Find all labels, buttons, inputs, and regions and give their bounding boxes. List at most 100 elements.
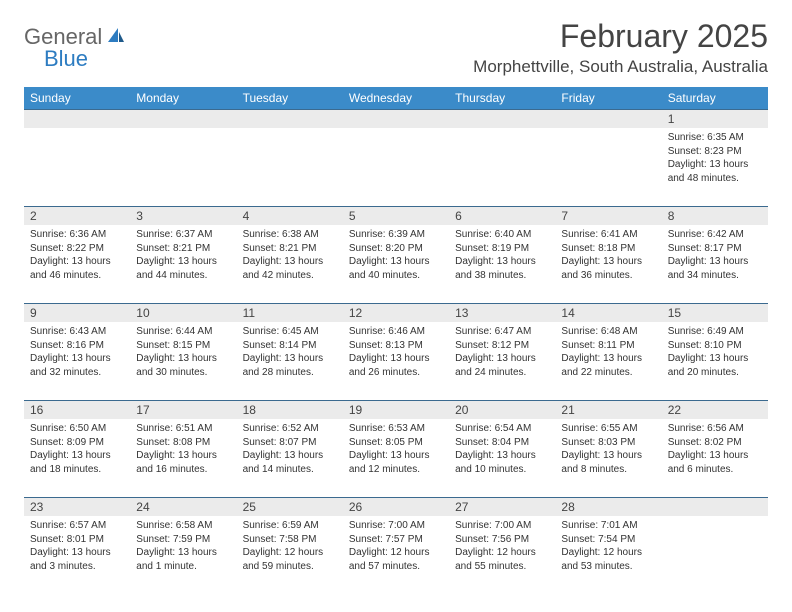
day-number: 7: [555, 207, 661, 225]
day-details: Sunrise: 6:36 AMSunset: 8:22 PMDaylight:…: [24, 225, 130, 286]
day-details: Sunrise: 6:39 AMSunset: 8:20 PMDaylight:…: [343, 225, 449, 286]
day-cell: [343, 128, 449, 206]
day-details: Sunrise: 6:47 AMSunset: 8:12 PMDaylight:…: [449, 322, 555, 383]
day-cell: Sunrise: 6:46 AMSunset: 8:13 PMDaylight:…: [343, 322, 449, 400]
daylight-text: Daylight: 13 hours and 42 minutes.: [243, 255, 337, 282]
day-number: 20: [449, 401, 555, 419]
day-details: Sunrise: 7:01 AMSunset: 7:54 PMDaylight:…: [555, 516, 661, 577]
day-number: [449, 110, 555, 128]
weekday-header: Thursday: [449, 87, 555, 109]
day-number: 24: [130, 498, 236, 516]
day-cell: Sunrise: 6:55 AMSunset: 8:03 PMDaylight:…: [555, 419, 661, 497]
day-details: Sunrise: 6:37 AMSunset: 8:21 PMDaylight:…: [130, 225, 236, 286]
day-cell: Sunrise: 6:48 AMSunset: 8:11 PMDaylight:…: [555, 322, 661, 400]
day-details: Sunrise: 6:57 AMSunset: 8:01 PMDaylight:…: [24, 516, 130, 577]
sunset-text: Sunset: 8:21 PM: [136, 242, 230, 256]
weekday-header: Tuesday: [237, 87, 343, 109]
calendar: Sunday Monday Tuesday Wednesday Thursday…: [24, 87, 768, 594]
day-cell: Sunrise: 6:45 AMSunset: 8:14 PMDaylight:…: [237, 322, 343, 400]
logo-sail-icon: [106, 24, 126, 50]
day-number-row: 1: [24, 110, 768, 128]
day-cell: Sunrise: 6:43 AMSunset: 8:16 PMDaylight:…: [24, 322, 130, 400]
daylight-text: Daylight: 12 hours and 53 minutes.: [561, 546, 655, 573]
day-cell: Sunrise: 6:58 AMSunset: 7:59 PMDaylight:…: [130, 516, 236, 594]
day-number: 19: [343, 401, 449, 419]
month-title: February 2025: [473, 18, 768, 55]
day-details: Sunrise: 6:56 AMSunset: 8:02 PMDaylight:…: [662, 419, 768, 480]
day-number: 18: [237, 401, 343, 419]
sunset-text: Sunset: 8:13 PM: [349, 339, 443, 353]
sunrise-text: Sunrise: 6:50 AM: [30, 422, 124, 436]
day-details: Sunrise: 6:52 AMSunset: 8:07 PMDaylight:…: [237, 419, 343, 480]
sunrise-text: Sunrise: 6:55 AM: [561, 422, 655, 436]
day-details: Sunrise: 6:45 AMSunset: 8:14 PMDaylight:…: [237, 322, 343, 383]
sunrise-text: Sunrise: 6:47 AM: [455, 325, 549, 339]
day-cell: Sunrise: 6:44 AMSunset: 8:15 PMDaylight:…: [130, 322, 236, 400]
daylight-text: Daylight: 13 hours and 26 minutes.: [349, 352, 443, 379]
day-number: 16: [24, 401, 130, 419]
day-number-row: 9101112131415: [24, 304, 768, 322]
day-cell: Sunrise: 7:00 AMSunset: 7:57 PMDaylight:…: [343, 516, 449, 594]
daylight-text: Daylight: 13 hours and 16 minutes.: [136, 449, 230, 476]
day-details: Sunrise: 6:50 AMSunset: 8:09 PMDaylight:…: [24, 419, 130, 480]
day-number: 3: [130, 207, 236, 225]
sunset-text: Sunset: 8:11 PM: [561, 339, 655, 353]
sunset-text: Sunset: 8:09 PM: [30, 436, 124, 450]
sunrise-text: Sunrise: 6:58 AM: [136, 519, 230, 533]
day-details: Sunrise: 6:42 AMSunset: 8:17 PMDaylight:…: [662, 225, 768, 286]
sunrise-text: Sunrise: 6:36 AM: [30, 228, 124, 242]
sunset-text: Sunset: 8:03 PM: [561, 436, 655, 450]
sunset-text: Sunset: 7:57 PM: [349, 533, 443, 547]
sunset-text: Sunset: 7:59 PM: [136, 533, 230, 547]
day-cell: Sunrise: 7:01 AMSunset: 7:54 PMDaylight:…: [555, 516, 661, 594]
sunrise-text: Sunrise: 6:48 AM: [561, 325, 655, 339]
sunset-text: Sunset: 8:15 PM: [136, 339, 230, 353]
sunrise-text: Sunrise: 6:38 AM: [243, 228, 337, 242]
daylight-text: Daylight: 12 hours and 59 minutes.: [243, 546, 337, 573]
day-details: Sunrise: 6:49 AMSunset: 8:10 PMDaylight:…: [662, 322, 768, 383]
sunset-text: Sunset: 7:54 PM: [561, 533, 655, 547]
daylight-text: Daylight: 13 hours and 14 minutes.: [243, 449, 337, 476]
sunset-text: Sunset: 8:20 PM: [349, 242, 443, 256]
week-body-row: Sunrise: 6:35 AMSunset: 8:23 PMDaylight:…: [24, 128, 768, 206]
day-number: 12: [343, 304, 449, 322]
day-number: 22: [662, 401, 768, 419]
day-details: Sunrise: 6:41 AMSunset: 8:18 PMDaylight:…: [555, 225, 661, 286]
day-details: Sunrise: 6:40 AMSunset: 8:19 PMDaylight:…: [449, 225, 555, 286]
sunset-text: Sunset: 8:04 PM: [455, 436, 549, 450]
daylight-text: Daylight: 13 hours and 8 minutes.: [561, 449, 655, 476]
week-body-row: Sunrise: 6:57 AMSunset: 8:01 PMDaylight:…: [24, 516, 768, 594]
sunrise-text: Sunrise: 6:56 AM: [668, 422, 762, 436]
sunset-text: Sunset: 8:19 PM: [455, 242, 549, 256]
sunset-text: Sunset: 8:08 PM: [136, 436, 230, 450]
day-cell: Sunrise: 6:50 AMSunset: 8:09 PMDaylight:…: [24, 419, 130, 497]
day-cell: Sunrise: 6:49 AMSunset: 8:10 PMDaylight:…: [662, 322, 768, 400]
day-details: Sunrise: 6:55 AMSunset: 8:03 PMDaylight:…: [555, 419, 661, 480]
daylight-text: Daylight: 12 hours and 55 minutes.: [455, 546, 549, 573]
day-number-row: 232425262728: [24, 498, 768, 516]
day-cell: Sunrise: 6:53 AMSunset: 8:05 PMDaylight:…: [343, 419, 449, 497]
day-details: Sunrise: 6:48 AMSunset: 8:11 PMDaylight:…: [555, 322, 661, 383]
sunrise-text: Sunrise: 6:53 AM: [349, 422, 443, 436]
daylight-text: Daylight: 13 hours and 6 minutes.: [668, 449, 762, 476]
day-number: 23: [24, 498, 130, 516]
sunset-text: Sunset: 8:18 PM: [561, 242, 655, 256]
day-cell: Sunrise: 6:59 AMSunset: 7:58 PMDaylight:…: [237, 516, 343, 594]
day-cell: Sunrise: 6:54 AMSunset: 8:04 PMDaylight:…: [449, 419, 555, 497]
day-cell: Sunrise: 6:41 AMSunset: 8:18 PMDaylight:…: [555, 225, 661, 303]
day-cell: Sunrise: 6:37 AMSunset: 8:21 PMDaylight:…: [130, 225, 236, 303]
day-details: Sunrise: 7:00 AMSunset: 7:56 PMDaylight:…: [449, 516, 555, 577]
sunrise-text: Sunrise: 7:01 AM: [561, 519, 655, 533]
day-cell: Sunrise: 6:47 AMSunset: 8:12 PMDaylight:…: [449, 322, 555, 400]
day-number: 17: [130, 401, 236, 419]
sunset-text: Sunset: 8:16 PM: [30, 339, 124, 353]
day-number: 11: [237, 304, 343, 322]
daylight-text: Daylight: 13 hours and 28 minutes.: [243, 352, 337, 379]
day-cell: Sunrise: 6:51 AMSunset: 8:08 PMDaylight:…: [130, 419, 236, 497]
day-number: 14: [555, 304, 661, 322]
sunrise-text: Sunrise: 6:51 AM: [136, 422, 230, 436]
sunrise-text: Sunrise: 6:57 AM: [30, 519, 124, 533]
daylight-text: Daylight: 13 hours and 22 minutes.: [561, 352, 655, 379]
daylight-text: Daylight: 13 hours and 38 minutes.: [455, 255, 549, 282]
day-number: [343, 110, 449, 128]
